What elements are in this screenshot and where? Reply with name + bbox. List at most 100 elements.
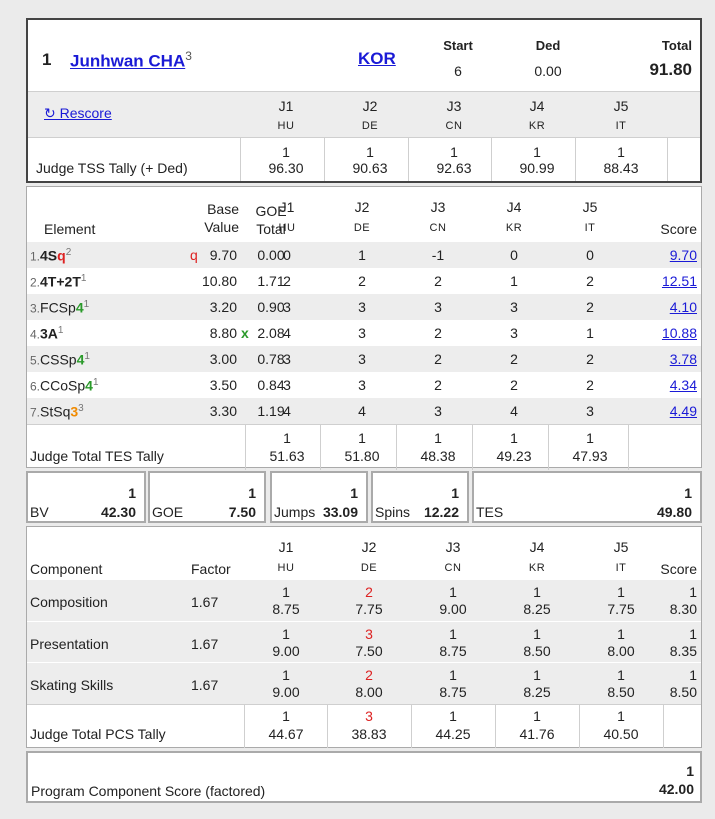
rescore-button[interactable]: ↻ Rescore <box>44 105 112 121</box>
goe-col-header-2: Total <box>256 221 286 237</box>
judge-header-5: J5 <box>613 98 629 114</box>
summary-label: BV <box>30 504 49 520</box>
table-row: 4.3A1 8.80 x 2.08 4 3 2 3 1 10.88 <box>27 320 701 346</box>
element-sup: 3 <box>78 403 84 414</box>
component-judge-rank-4: 1 <box>533 667 541 683</box>
component-judge-rank-5: 1 <box>617 584 625 600</box>
pcs-rank-4: 1 <box>533 708 541 724</box>
judge-goe-4: 3 <box>510 299 518 315</box>
pcs-final-value: 42.00 <box>658 781 694 797</box>
pcs-judge-header-2: J2 <box>361 539 377 555</box>
judge-nation-2: DE <box>361 120 379 132</box>
element-score-link[interactable]: 3.78 <box>669 351 697 367</box>
summary-value: 49.80 <box>656 504 692 520</box>
judge-header-4: J4 <box>529 98 545 114</box>
skater-name-link[interactable]: Junhwan CHA <box>70 51 186 71</box>
nation-link[interactable]: KOR <box>358 49 396 68</box>
judge-goe-5: 1 <box>586 325 594 341</box>
judge-goe-5: 2 <box>586 273 594 289</box>
judge-goe-2: 4 <box>358 403 366 419</box>
element-name: 4.3A1 <box>30 325 63 342</box>
judge-goe-4: 3 <box>510 325 518 341</box>
component-name: Presentation <box>30 636 109 652</box>
component-judge-mark-4: 8.25 <box>523 684 551 700</box>
skater-name[interactable]: Junhwan CHA3 <box>70 49 192 72</box>
pcs-judge-header-5: J5 <box>613 539 629 555</box>
summary-rank: 1 <box>248 485 256 501</box>
element-sup: 1 <box>92 377 99 388</box>
judge-goe-2: 3 <box>358 299 366 315</box>
summary-rank: 1 <box>451 485 459 501</box>
el-judge-nation-3: CN <box>429 222 447 234</box>
judge-header-1: J1 <box>278 98 294 114</box>
tss-value-1: 96.30 <box>268 160 304 176</box>
element-number: 6. <box>30 379 41 394</box>
component-judge-rank-4: 1 <box>533 626 541 642</box>
components-panel: Component Factor Score J1 HU J2 DE J3 CN J4 KR J5 IT… <box>26 526 702 748</box>
goe-total: 0.78 <box>257 351 285 367</box>
element-name: 3.FCSp41 <box>30 299 89 316</box>
pcs-value-1: 44.67 <box>268 726 304 742</box>
judge-goe-4: 4 <box>510 403 518 419</box>
judge-goe-2: 2 <box>358 273 366 289</box>
component-name: Composition <box>30 594 108 610</box>
component-judge-rank-4: 1 <box>533 584 541 600</box>
component-judge-mark-2: 7.75 <box>355 601 383 617</box>
element-score-link[interactable]: 10.88 <box>661 325 697 341</box>
element-name: 1.4Sq2 <box>30 247 71 264</box>
element-name: 5.CSSp41 <box>30 351 90 368</box>
element-score-link[interactable]: 12.51 <box>661 273 697 289</box>
pcs-value-5: 40.50 <box>603 726 639 742</box>
rank: 1 <box>42 50 52 69</box>
el-judge-header-3: J3 <box>430 199 446 215</box>
table-row: 7.StSq33 3.30 1.19 4 4 3 4 3 4.49 <box>27 398 701 424</box>
component-judge-rank-2: 2 <box>365 667 373 683</box>
goe-total: 0.90 <box>257 299 285 315</box>
element-code: CSSp <box>40 351 77 368</box>
pcs-judge-header-3: J3 <box>445 539 461 555</box>
element-score-link[interactable]: 4.34 <box>669 377 697 393</box>
el-judge-nation-4: KR <box>505 222 523 234</box>
element-score-link[interactable]: 4.49 <box>669 403 697 419</box>
element-score-link[interactable]: 9.70 <box>669 247 697 263</box>
judge-nation-1: HU <box>277 120 295 132</box>
el-judge-header-4: J4 <box>506 199 522 215</box>
el-judge-nation-2: DE <box>353 222 371 234</box>
judge-goe-1: 0 <box>283 247 291 263</box>
judges-row <box>28 91 700 138</box>
summary-rank: 1 <box>128 485 136 501</box>
base-value: 10.80 <box>201 273 237 289</box>
tss-label: Judge TSS Tally (+ Ded) <box>36 160 188 176</box>
pcs-final-label: Program Component Score (factored) <box>31 783 266 799</box>
component-judge-rank-2: 3 <box>365 626 373 642</box>
judge-goe-3: 3 <box>434 403 442 419</box>
pcs-value-3: 44.25 <box>435 726 471 742</box>
judge-goe-5: 3 <box>586 403 594 419</box>
element-level: q <box>57 247 66 264</box>
component-judge-mark-1: 9.00 <box>272 643 300 659</box>
el-judge-header-5: J5 <box>582 199 598 215</box>
pcs-judge-nation-2: DE <box>360 562 378 574</box>
component-name: Skating Skills <box>30 677 114 693</box>
tss-rank-4: 1 <box>533 144 541 160</box>
total-value: 91.80 <box>649 60 692 79</box>
skater-name-sup: 3 <box>185 49 192 63</box>
judge-goe-1: 3 <box>283 351 291 367</box>
element-number: 1. <box>30 249 41 264</box>
summary-jumps: 1 Jumps 33.09 <box>270 471 368 523</box>
judge-goe-5: 2 <box>586 351 594 367</box>
table-row: 5.CSSp41 3.00 0.78 3 3 2 2 2 3.78 <box>27 346 701 372</box>
component-judge-mark-5: 7.75 <box>607 601 635 617</box>
factor-col-header: Factor <box>191 561 231 577</box>
element-score-link[interactable]: 4.10 <box>669 299 697 315</box>
tss-rank-3: 1 <box>450 144 458 160</box>
judge-goe-1: 4 <box>283 325 291 341</box>
ded-value: 0.00 <box>534 63 562 79</box>
element-code: CCoSp <box>40 377 86 394</box>
summary-label: TES <box>476 504 504 520</box>
component-factor: 1.67 <box>191 677 219 693</box>
judge-goe-2: 1 <box>358 247 366 263</box>
component-judge-mark-3: 8.75 <box>439 684 467 700</box>
goe-total: 1.71 <box>257 273 285 289</box>
pcs-tally-label: Judge Total PCS Tally <box>30 726 166 742</box>
